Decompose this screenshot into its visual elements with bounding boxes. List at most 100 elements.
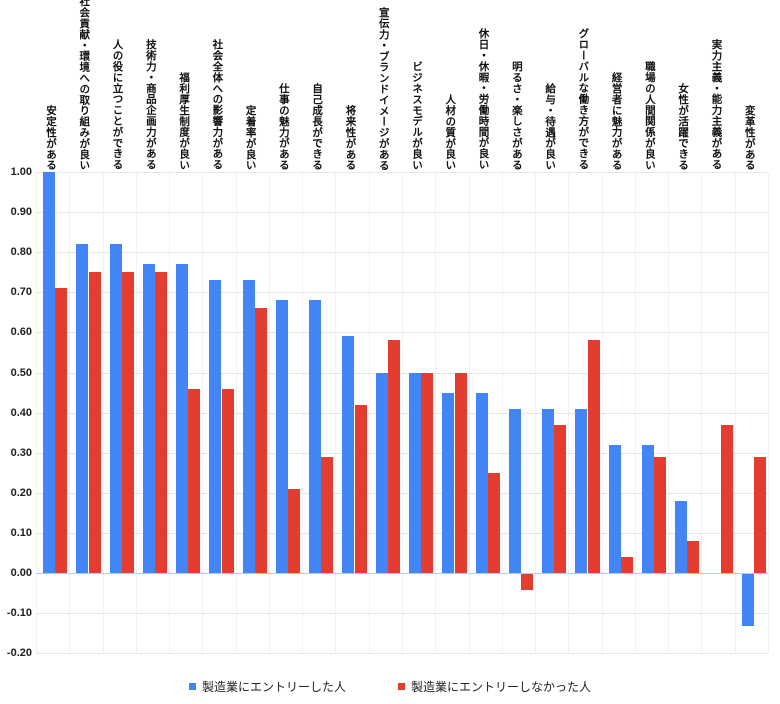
bar-red[interactable] — [288, 488, 301, 573]
bar-red[interactable] — [554, 424, 567, 573]
gridline — [36, 252, 768, 254]
gridline — [36, 412, 768, 414]
bar-blue[interactable] — [43, 172, 55, 573]
bar-red[interactable] — [654, 456, 667, 573]
category-label: 変革性がある — [743, 104, 756, 170]
legend-swatch-blue — [188, 683, 196, 690]
bar-blue[interactable] — [641, 444, 654, 573]
bar-blue[interactable] — [342, 336, 355, 573]
bar-red[interactable] — [687, 540, 700, 573]
category-label: 将来性がある — [344, 104, 357, 170]
bar-red[interactable] — [55, 288, 68, 573]
gridline — [36, 212, 768, 214]
y-axis-label: 0.70 — [10, 286, 32, 299]
category-label: 経営者に魅力がある — [610, 71, 623, 170]
bar-red[interactable] — [188, 388, 201, 573]
gridline — [36, 292, 768, 294]
bar-blue[interactable] — [142, 264, 155, 573]
category-label: 実力主義・能力主義がある — [710, 39, 723, 170]
bar-red[interactable] — [754, 456, 767, 573]
gridline — [36, 452, 768, 454]
category-label: 安定性がある — [45, 104, 57, 170]
y-axis-label: 1.00 — [10, 166, 32, 178]
bar-blue[interactable] — [442, 392, 455, 573]
category-label: 宣伝力・ブランドイメージがある — [377, 6, 390, 171]
bar-blue[interactable] — [741, 574, 754, 627]
category-label: 社会貢献・環境への取り組みが良い — [78, 0, 91, 170]
legend-label-entried: 製造業にエントリーした人 — [201, 680, 346, 694]
bar-blue[interactable] — [375, 372, 388, 573]
bar-red[interactable] — [620, 556, 633, 573]
bar-blue[interactable] — [542, 408, 555, 573]
bar-blue[interactable] — [475, 392, 488, 573]
category-label: グローバルな働き方ができる — [577, 28, 590, 170]
gridline — [36, 172, 768, 173]
category-label: 休日・休暇・労働時間が良い — [477, 28, 490, 170]
category-label: 仕事の魅力がある — [277, 82, 290, 170]
category-label: ビジネスモデルが良い — [411, 61, 423, 170]
category-label: 自己成長ができる — [311, 82, 324, 170]
y-axis-label: -0.20 — [6, 647, 32, 660]
legend-item-not-entried[interactable]: 製造業にエントリーしなかった人 — [398, 678, 591, 695]
bar-red[interactable] — [454, 372, 467, 573]
bar-blue[interactable] — [575, 408, 588, 573]
bar-red[interactable] — [521, 574, 534, 591]
bar-blue[interactable] — [409, 372, 421, 573]
vertical-gridline — [768, 172, 769, 654]
y-axis-label: 0.80 — [10, 246, 32, 259]
bar-red[interactable] — [221, 388, 234, 573]
legend-item-entried[interactable]: 製造業にエントリーした人 — [188, 678, 346, 695]
gridline — [36, 372, 768, 374]
category-label: 人材の質が良い — [444, 93, 457, 170]
y-axis-label: 0.00 — [10, 567, 32, 579]
category-label: 社会全体への影響力がある — [211, 39, 224, 170]
category-label: 人の役に立つことができる — [111, 39, 124, 170]
bar-blue[interactable] — [275, 300, 288, 573]
y-axis-label: 0.60 — [10, 326, 32, 339]
bar-blue[interactable] — [242, 280, 255, 573]
gridline — [36, 653, 768, 655]
category-label: 給与・待遇が良い — [544, 82, 557, 170]
bar-blue[interactable] — [309, 300, 322, 573]
y-axis-label: 0.90 — [10, 206, 32, 219]
bar-blue[interactable] — [675, 500, 688, 573]
bar-red[interactable] — [321, 456, 334, 573]
y-axis-label: 0.30 — [10, 446, 32, 459]
bar-blue[interactable] — [76, 244, 89, 573]
gridline — [36, 332, 768, 334]
bar-blue[interactable] — [508, 408, 521, 573]
y-axis-label: 0.10 — [10, 526, 32, 539]
y-axis-label: 0.20 — [10, 486, 32, 499]
bar-blue[interactable] — [176, 264, 189, 573]
bar-red[interactable] — [254, 308, 267, 573]
category-label: 技術力・商品企画力がある — [144, 39, 157, 170]
bar-red[interactable] — [88, 272, 101, 573]
bar-red[interactable] — [487, 472, 500, 573]
bar-blue[interactable] — [109, 244, 122, 573]
bar-red[interactable] — [354, 404, 367, 573]
legend-swatch-red — [398, 683, 405, 690]
bar-red[interactable] — [388, 340, 401, 573]
category-label: 定着率が良い — [244, 104, 257, 170]
bar-blue[interactable] — [608, 444, 621, 573]
bar-red[interactable] — [121, 272, 134, 573]
bar-red[interactable] — [720, 424, 733, 573]
category-label: 福利厚生制度が良い — [178, 71, 191, 170]
zero-baseline — [36, 573, 768, 574]
category-label: 明るさ・楽しさがある — [510, 61, 523, 170]
bar-red[interactable] — [421, 372, 434, 573]
legend: 製造業にエントリーした人 製造業にエントリーしなかった人 — [0, 678, 780, 695]
y-axis-label: -0.10 — [6, 607, 32, 620]
bar-red[interactable] — [155, 272, 168, 573]
bar-blue[interactable] — [209, 280, 222, 573]
gridline — [36, 492, 768, 494]
gridline — [36, 613, 768, 615]
gridline — [36, 532, 768, 534]
y-axis-label: 0.50 — [10, 366, 32, 379]
legend-label-not-entried: 製造業にエントリーしなかった人 — [411, 680, 592, 694]
category-label: 女性が活躍できる — [677, 82, 690, 170]
bar-red[interactable] — [587, 340, 600, 573]
y-axis-label: 0.40 — [10, 406, 32, 419]
category-label: 職場の人間関係が良い — [643, 61, 656, 170]
